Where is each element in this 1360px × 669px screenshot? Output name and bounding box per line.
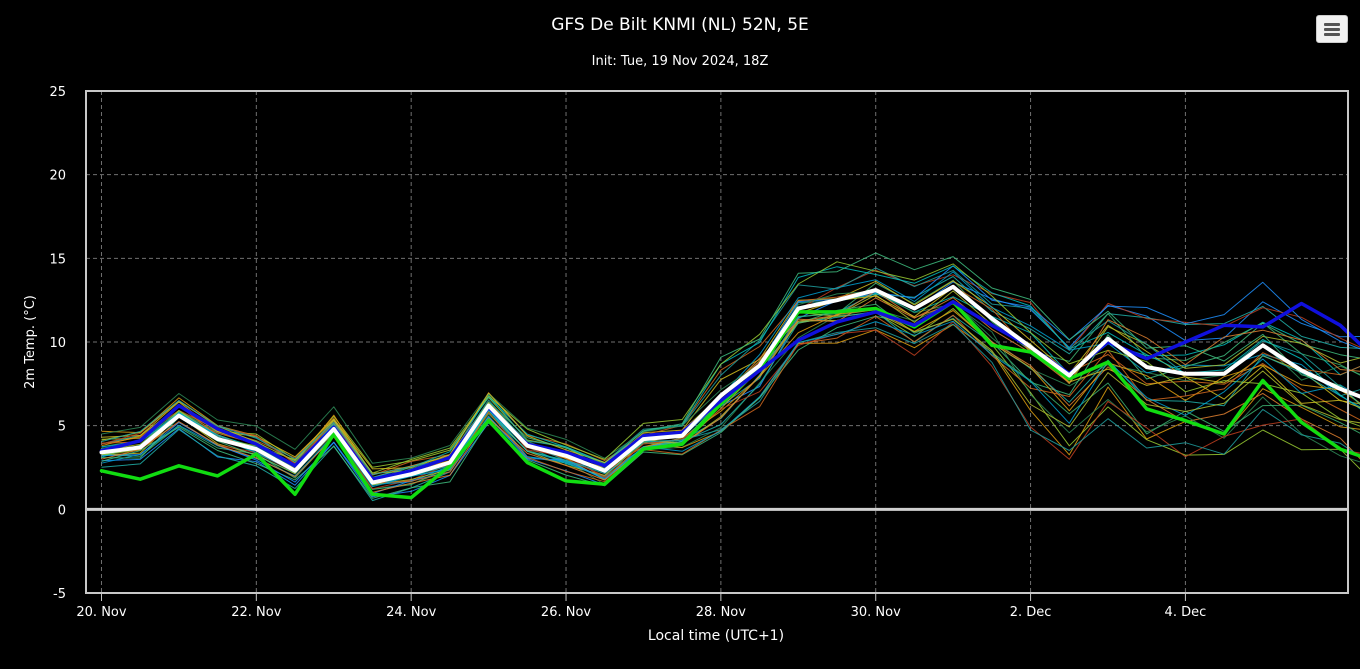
y-axis-label: 2m Temp. (°C) [23,295,38,389]
y-tick-label: 10 [49,336,66,351]
x-tick-label: 20. Nov [76,605,126,620]
y-tick-label: 25 [49,85,66,100]
y-tick-label: 0 [58,503,66,518]
y-tick-label: 15 [49,252,66,267]
menu-icon-bar [1324,28,1340,31]
x-tick-label: 24. Nov [386,605,436,620]
menu-icon-bar [1324,33,1340,36]
x-tick-label: 4. Dec [1165,605,1207,620]
chart-title: GFS De Bilt KNMI (NL) 52N, 5E [551,15,809,35]
menu-icon [1324,23,1340,26]
x-tick-label: 22. Nov [231,605,281,620]
x-tick-label: 28. Nov [696,605,746,620]
chart-subtitle: Init: Tue, 19 Nov 2024, 18Z [592,54,769,69]
x-tick-label: 26. Nov [541,605,591,620]
x-tick-label: 2. Dec [1010,605,1052,620]
x-tick-label: 30. Nov [851,605,901,620]
y-tick-label: 5 [58,420,66,435]
chart-menu-button[interactable] [1316,15,1348,43]
y-tick-label: -5 [53,587,66,602]
x-axis-label: Local time (UTC+1) [648,628,784,644]
y-tick-label: 20 [49,169,66,184]
